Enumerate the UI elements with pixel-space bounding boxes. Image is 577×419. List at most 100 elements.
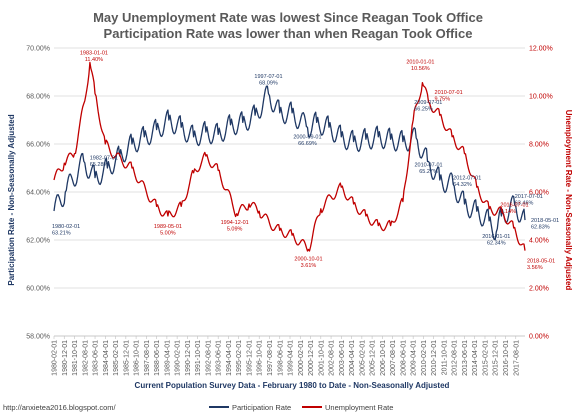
right-tick-label: 0.00% bbox=[529, 334, 549, 341]
x-tick-label: 2007-08-01 bbox=[390, 340, 397, 376]
x-tick-label: 2002-08-01 bbox=[329, 340, 336, 376]
x-tick-label: 1992-08-01 bbox=[205, 340, 212, 376]
unemployment-rate-line bbox=[53, 61, 526, 252]
annotation-value: 3.61% bbox=[301, 263, 317, 269]
x-tick-label: 2008-06-01 bbox=[400, 340, 407, 376]
annotation-value: 9.75% bbox=[435, 97, 451, 103]
annotation-date: 2000-10-01 bbox=[294, 256, 322, 262]
source-link[interactable]: http://anxietea2016.blogspot.com/ bbox=[3, 403, 116, 412]
series-layer bbox=[53, 61, 526, 252]
x-tick-label: 1993-06-01 bbox=[216, 340, 223, 376]
x-tick-label: 2017-08-01 bbox=[513, 340, 520, 376]
x-tick-label: 1999-04-01 bbox=[288, 340, 295, 376]
annotation-value: 66.25% bbox=[414, 107, 433, 113]
x-tick-label: 1982-08-01 bbox=[82, 340, 89, 376]
annotation-value: 5.14% bbox=[500, 209, 516, 215]
x-tick-label: 1994-04-01 bbox=[226, 340, 233, 376]
x-tick-label: 1990-02-01 bbox=[175, 340, 182, 376]
annotation-date: 2018-05-01 bbox=[527, 259, 555, 265]
x-tick-label: 1989-04-01 bbox=[164, 340, 171, 376]
left-tick-label: 58.00% bbox=[26, 334, 50, 341]
annotation-value: 65.27% bbox=[419, 169, 438, 175]
annotation-date: 2009-07-01 bbox=[414, 100, 442, 106]
left-tick-label: 62.00% bbox=[26, 238, 50, 245]
x-tick-label: 2012-08-01 bbox=[452, 340, 459, 376]
annotation-date: 1983-01-01 bbox=[80, 50, 108, 56]
x-tick-label: 2006-10-01 bbox=[380, 340, 387, 376]
x-tick-label: 2014-04-01 bbox=[472, 340, 479, 376]
left-axis-title: Participation Rate - Non-Seasonally Adju… bbox=[7, 114, 16, 285]
left-tick-label: 64.00% bbox=[26, 190, 50, 197]
annotation-value: 5.09% bbox=[227, 226, 243, 232]
right-tick-label: 6.00% bbox=[529, 190, 549, 197]
annotation-value: 5.00% bbox=[160, 231, 176, 237]
annotation-value: 65.28% bbox=[90, 162, 109, 168]
x-tick-label: 1996-10-01 bbox=[257, 340, 264, 376]
annotation-date: 1982-07-01 bbox=[90, 155, 118, 161]
x-tick-label: 1983-06-01 bbox=[93, 340, 100, 376]
annotation-date: 2010-07-01 bbox=[435, 90, 463, 96]
x-tick-label: 2005-12-01 bbox=[370, 340, 377, 376]
left-axis-ticks: 58.00% 60.00% 62.00% 64.00% 66.00% 68.00% 70.0… bbox=[26, 46, 50, 341]
x-tick-label: 1997-08-01 bbox=[267, 340, 274, 376]
annotation-date: 2017-07-01 bbox=[515, 194, 543, 200]
annotation-value: 64.32% bbox=[453, 182, 472, 188]
x-tick-label: 2000-02-01 bbox=[298, 340, 305, 376]
left-tick-label: 70.00% bbox=[26, 46, 50, 53]
left-tick-label: 68.00% bbox=[26, 94, 50, 101]
annotation-value: 11.40% bbox=[85, 57, 103, 63]
x-tick-label: 2015-12-01 bbox=[493, 340, 500, 376]
right-axis-ticks: 0.00% 2.00% 4.00% 6.00% 8.00% 10.00% 12.00% bbox=[529, 46, 553, 341]
x-tick-label: 1988-06-01 bbox=[154, 340, 161, 376]
right-axis-title: Unemployment Rate - Non-Seasonally Adjus… bbox=[564, 110, 573, 291]
x-tick-label: 1980-12-01 bbox=[62, 340, 69, 376]
x-tick-label: 1991-10-01 bbox=[195, 340, 202, 376]
left-tick-label: 60.00% bbox=[26, 286, 50, 293]
x-tick-label: 1985-12-01 bbox=[123, 340, 130, 376]
annotation-value: 3.56% bbox=[527, 265, 543, 271]
x-tick-label: 2000-12-01 bbox=[308, 340, 315, 376]
annotation-date: 2016-07-01 bbox=[500, 203, 528, 209]
annotation-value: 63.21% bbox=[52, 230, 71, 236]
annotation-value: 62.83% bbox=[531, 225, 550, 231]
x-tick-label: 1981-10-01 bbox=[72, 340, 79, 376]
right-tick-label: 12.00% bbox=[529, 46, 553, 53]
x-axis-title: Current Population Survey Data - Februar… bbox=[135, 381, 450, 390]
annotation-value: 68.09% bbox=[259, 80, 278, 86]
chart-title-line2: Participation Rate was lower than when R… bbox=[104, 26, 473, 41]
legend-unemployment-label: Unemployment Rate bbox=[325, 403, 393, 412]
x-tick-label: 2010-02-01 bbox=[421, 340, 428, 376]
right-tick-label: 4.00% bbox=[529, 238, 549, 245]
right-tick-label: 2.00% bbox=[529, 286, 549, 293]
x-tick-label: 1980-02-01 bbox=[52, 340, 59, 376]
annotation-date: 1989-05-01 bbox=[154, 224, 182, 230]
x-tick-label: 2003-06-01 bbox=[339, 340, 346, 376]
x-tick-label: 1987-08-01 bbox=[144, 340, 151, 376]
annotation-date: 1994-12-01 bbox=[221, 220, 249, 226]
annotation-value: 63.46% bbox=[515, 200, 534, 206]
x-tick-label: 2004-04-01 bbox=[349, 340, 356, 376]
right-tick-label: 10.00% bbox=[529, 94, 553, 101]
annotation-date: 2012-07-01 bbox=[453, 175, 481, 181]
x-tick-label: 1998-06-01 bbox=[277, 340, 284, 376]
x-tick-label: 2009-04-01 bbox=[411, 340, 418, 376]
annotation-date: 1980-02-01 bbox=[52, 224, 80, 230]
right-tick-label: 8.00% bbox=[529, 142, 549, 149]
x-tick-label: 2005-02-01 bbox=[359, 340, 366, 376]
x-tick-label: 2016-10-01 bbox=[503, 340, 510, 376]
x-tick-label: 1986-10-01 bbox=[134, 340, 141, 376]
participation-rate-line bbox=[53, 85, 526, 241]
x-tick-label: 2010-12-01 bbox=[431, 340, 438, 376]
x-tick-label: 1995-12-01 bbox=[246, 340, 253, 376]
x-tick-label: 1984-04-01 bbox=[103, 340, 110, 376]
annotation-value: 10.56% bbox=[411, 66, 430, 72]
x-tick-label: 2013-06-01 bbox=[462, 340, 469, 376]
x-axis-ticks: 1980-02-01 1980-12-01 1981-10-01 1982-08-01… bbox=[52, 336, 520, 376]
x-tick-label: 2001-10-01 bbox=[318, 340, 325, 376]
annotation-value: 62.34% bbox=[487, 240, 506, 246]
x-tick-label: 1995-02-01 bbox=[236, 340, 243, 376]
legend-participation-label: Participation Rate bbox=[232, 403, 291, 412]
annotation-date: 2016-01-01 bbox=[482, 234, 510, 240]
